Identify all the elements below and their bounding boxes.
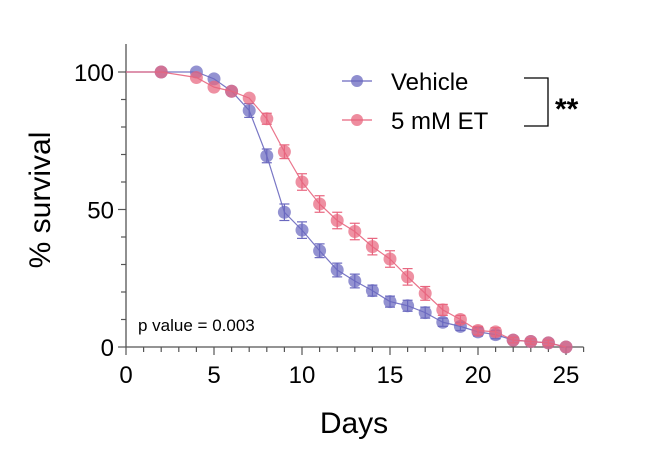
data-point [242, 91, 256, 105]
x-tick-label: 10 [289, 362, 316, 389]
legend: Vehicle 5 mM ET ** [342, 69, 579, 135]
data-point [559, 340, 573, 354]
data-point [348, 274, 362, 288]
data-point [313, 197, 327, 211]
y-tick-label: 50 [87, 198, 114, 225]
data-point [260, 112, 274, 126]
series-layer [126, 65, 573, 354]
data-point [541, 336, 555, 350]
y-axis-title: % survival [24, 132, 57, 269]
significance-bracket [524, 77, 549, 127]
data-point [418, 306, 432, 320]
data-point [330, 214, 344, 227]
data-point [418, 286, 432, 300]
x-tick-label: 20 [465, 362, 492, 389]
data-point [330, 263, 344, 277]
legend-marker-et [351, 114, 363, 126]
series-vehicle [126, 65, 573, 354]
data-point [313, 244, 327, 258]
x-tick-label: 5 [207, 362, 220, 389]
data-point [383, 295, 397, 309]
legend-label-vehicle: Vehicle [391, 69, 468, 96]
x-tick-label: 15 [377, 362, 404, 389]
legend-marker-vehicle [351, 75, 363, 87]
ticks: 0 5 10 15 20 25 0 50 100 [74, 60, 585, 389]
data-point [436, 303, 450, 317]
data-point [506, 333, 520, 347]
data-point [225, 84, 239, 98]
legend-label-et: 5 mM ET [391, 108, 489, 135]
data-point [453, 313, 467, 326]
series-line [126, 71, 567, 348]
data-point [189, 71, 203, 84]
data-point [524, 335, 538, 348]
axes [125, 44, 584, 348]
data-point [365, 284, 379, 298]
data-point [471, 324, 485, 337]
data-point [260, 149, 274, 163]
data-point [401, 299, 415, 313]
data-point [436, 315, 450, 329]
x-tick-label: 0 [119, 362, 132, 389]
data-point [295, 175, 309, 189]
data-point [365, 240, 379, 254]
series-et [126, 65, 573, 354]
x-tick-label: 25 [553, 362, 580, 389]
data-point [348, 225, 362, 238]
data-point [383, 252, 397, 266]
series-line [126, 71, 567, 348]
data-point [489, 325, 503, 339]
significance-stars: ** [555, 93, 579, 126]
x-axis-title: Days [320, 407, 388, 440]
data-point [277, 145, 291, 159]
data-point [295, 223, 309, 237]
data-point [277, 205, 291, 219]
data-point [242, 104, 256, 117]
data-point [207, 80, 221, 94]
data-point [401, 270, 415, 284]
y-tick-label: 0 [101, 335, 114, 362]
p-value-annotation: p value = 0.003 [138, 316, 255, 335]
data-point [154, 65, 168, 79]
y-tick-label: 100 [74, 60, 114, 87]
